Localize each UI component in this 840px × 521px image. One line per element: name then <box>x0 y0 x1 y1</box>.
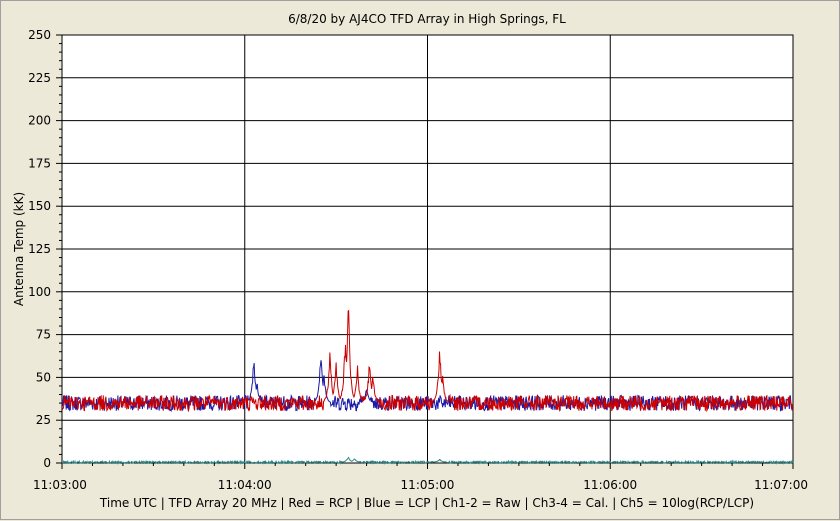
tick-marks <box>56 34 794 469</box>
y-tick-labels: 0 25 50 75 100 125 150 175 200 225 250 <box>28 28 51 470</box>
chart-title: 6/8/20 by AJ4CO TFD Array in High Spring… <box>288 12 566 26</box>
x-tick-label: 11:06:00 <box>583 478 637 492</box>
y-tick-label: 0 <box>43 456 51 470</box>
y-tick-label: 175 <box>28 156 51 170</box>
y-tick-label: 250 <box>28 28 51 42</box>
y-tick-label: 225 <box>28 71 51 85</box>
x-axis-caption: Time UTC | TFD Array 20 MHz | Red = RCP … <box>99 496 754 510</box>
series-line-rcp <box>61 309 794 413</box>
x-tick-label: 11:07:00 <box>754 478 808 492</box>
x-tick-label: 11:05:00 <box>401 478 455 492</box>
x-tick-label: 11:03:00 <box>33 478 87 492</box>
y-axis-label: Antenna Temp (kK) <box>12 192 26 306</box>
series-layer <box>61 309 794 466</box>
y-tick-label: 200 <box>28 114 51 128</box>
y-tick-label: 150 <box>28 199 51 213</box>
x-tick-labels: 11:03:00 11:04:00 11:05:00 11:06:00 11:07:00 <box>33 478 808 492</box>
series-line-ratio <box>61 456 794 466</box>
x-tick-label: 11:04:00 <box>218 478 272 492</box>
gridlines <box>62 35 793 463</box>
y-tick-label: 75 <box>36 328 51 342</box>
y-tick-label: 100 <box>28 285 51 299</box>
y-tick-label: 25 <box>36 413 51 427</box>
y-tick-label: 50 <box>36 370 51 384</box>
y-tick-label: 125 <box>28 242 51 256</box>
